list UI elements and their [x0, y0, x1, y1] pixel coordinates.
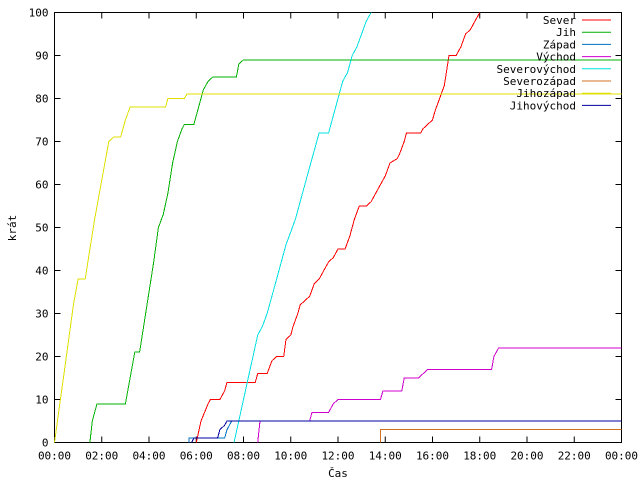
y-axis-label: krát: [6, 215, 19, 242]
legend-label: Severozápad: [503, 75, 576, 88]
legend-label: Východ: [536, 51, 576, 64]
y-tick-label: 20: [35, 351, 48, 364]
x-tick-label: 00:00: [38, 450, 71, 463]
series-line-3: [188, 420, 622, 443]
y-tick-label: 90: [35, 50, 48, 63]
x-tick-label: 06:00: [180, 450, 213, 463]
legend: SeverJihZápadVýchodSeverovýchodSeverozáp…: [497, 14, 611, 112]
legend-label: Jih: [556, 26, 576, 39]
legend-label: Sever: [543, 14, 576, 27]
series-line-6: [380, 429, 622, 443]
x-tick-label: 18:00: [463, 450, 496, 463]
series-line-4: [257, 347, 622, 443]
y-tick-label: 60: [35, 179, 48, 192]
series-line-8: [191, 420, 622, 443]
y-tick-label: 80: [35, 93, 48, 106]
x-tick-label: 02:00: [85, 450, 118, 463]
y-tick-label: 100: [29, 7, 49, 20]
x-tick-label: 00:00: [605, 450, 638, 463]
series-line-5: [233, 12, 372, 443]
series-line-1: [195, 12, 481, 443]
legend-label: Jihozápad: [516, 87, 576, 100]
x-tick-label: 04:00: [132, 450, 165, 463]
x-tick-label: 22:00: [558, 450, 591, 463]
series-layer: [54, 12, 622, 443]
x-tick-label: 14:00: [369, 450, 402, 463]
y-tick-label: 50: [35, 222, 48, 235]
x-tick-label: 16:00: [416, 450, 449, 463]
axis-ticks: 0 10 20 30 40 50 60 70 80 90 100 00:00 02:00 04:00 06:…: [29, 7, 638, 463]
legend-label: Západ: [543, 38, 576, 51]
x-axis-label: Čas: [328, 467, 348, 480]
y-tick-label: 10: [35, 394, 48, 407]
y-tick-label: 70: [35, 136, 48, 149]
y-tick-label: 40: [35, 265, 48, 278]
x-tick-label: 08:00: [227, 450, 260, 463]
y-tick-label: 0: [42, 437, 49, 450]
x-tick-label: 20:00: [510, 450, 543, 463]
y-tick-label: 30: [35, 308, 48, 321]
x-tick-label: 12:00: [321, 450, 354, 463]
legend-label: Jihovýchod: [510, 99, 576, 112]
x-tick-label: 10:00: [274, 450, 307, 463]
legend-label: Severovýchod: [497, 63, 576, 76]
series-line-7: [54, 93, 622, 443]
series-line-2: [89, 59, 622, 443]
